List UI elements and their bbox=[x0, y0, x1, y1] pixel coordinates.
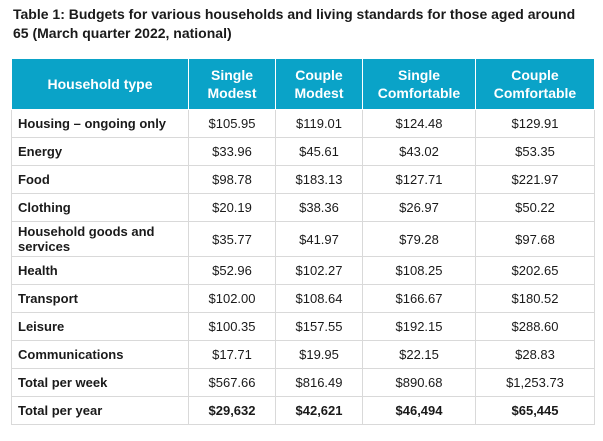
cell-value: $17.71 bbox=[188, 340, 276, 369]
cell-value: $202.65 bbox=[475, 256, 595, 285]
cell-value: $28.83 bbox=[475, 340, 595, 369]
cell-value: $105.95 bbox=[188, 109, 276, 138]
cell-value: $35.77 bbox=[188, 221, 276, 257]
table-row: Health $52.96 $102.27 $108.25 $202.65 bbox=[11, 256, 595, 285]
cell-value: $890.68 bbox=[362, 368, 476, 397]
row-label: Total per week bbox=[11, 368, 189, 397]
header-couple-modest: Couple Modest bbox=[275, 58, 363, 110]
cell-value: $288.60 bbox=[475, 312, 595, 341]
cell-value: $26.97 bbox=[362, 193, 476, 222]
table-row: Communications $17.71 $19.95 $22.15 $28.… bbox=[11, 340, 595, 369]
cell-value: $19.95 bbox=[275, 340, 363, 369]
budget-table: Household type Single Modest Couple Mode… bbox=[11, 58, 595, 425]
cell-value: $52.96 bbox=[188, 256, 276, 285]
cell-value: $127.71 bbox=[362, 165, 476, 194]
header-single-comfortable: Single Comfortable bbox=[362, 58, 476, 110]
row-label: Clothing bbox=[11, 193, 189, 222]
table-body: Housing – ongoing only $105.95 $119.01 $… bbox=[11, 109, 595, 425]
cell-value: $567.66 bbox=[188, 368, 276, 397]
row-label: Communications bbox=[11, 340, 189, 369]
cell-value: $42,621 bbox=[275, 396, 363, 425]
table-row: Transport $102.00 $108.64 $166.67 $180.5… bbox=[11, 284, 595, 313]
cell-value: $129.91 bbox=[475, 109, 595, 138]
cell-value: $192.15 bbox=[362, 312, 476, 341]
table-row: Energy $33.96 $45.61 $43.02 $53.35 bbox=[11, 137, 595, 166]
row-label: Transport bbox=[11, 284, 189, 313]
table-caption: Table 1: Budgets for various households … bbox=[13, 6, 576, 41]
header-household-type: Household type bbox=[11, 58, 189, 110]
cell-value: $43.02 bbox=[362, 137, 476, 166]
cell-value: $22.15 bbox=[362, 340, 476, 369]
cell-value: $65,445 bbox=[475, 396, 595, 425]
cell-value: $45.61 bbox=[275, 137, 363, 166]
cell-value: $50.22 bbox=[475, 193, 595, 222]
cell-value: $183.13 bbox=[275, 165, 363, 194]
table-row: Household goods and services $35.77 $41.… bbox=[11, 221, 595, 257]
cell-value: $180.52 bbox=[475, 284, 595, 313]
cell-value: $98.78 bbox=[188, 165, 276, 194]
table-row: Clothing $20.19 $38.36 $26.97 $50.22 bbox=[11, 193, 595, 222]
table-header: Household type Single Modest Couple Mode… bbox=[11, 58, 595, 110]
header-single-modest: Single Modest bbox=[188, 58, 276, 110]
header-couple-comfortable: Couple Comfortable bbox=[475, 58, 595, 110]
cell-value: $166.67 bbox=[362, 284, 476, 313]
row-label: Leisure bbox=[11, 312, 189, 341]
cell-value: $46,494 bbox=[362, 396, 476, 425]
cell-value: $41.97 bbox=[275, 221, 363, 257]
row-label: Energy bbox=[11, 137, 189, 166]
cell-value: $108.64 bbox=[275, 284, 363, 313]
cell-value: $20.19 bbox=[188, 193, 276, 222]
cell-value: $97.68 bbox=[475, 221, 595, 257]
cell-value: $79.28 bbox=[362, 221, 476, 257]
row-label: Total per year bbox=[11, 396, 189, 425]
header-row: Household type Single Modest Couple Mode… bbox=[11, 58, 595, 110]
table-row-total-year: Total per year $29,632 $42,621 $46,494 $… bbox=[11, 396, 595, 425]
table-row: Housing – ongoing only $105.95 $119.01 $… bbox=[11, 109, 595, 138]
cell-value: $221.97 bbox=[475, 165, 595, 194]
cell-value: $102.00 bbox=[188, 284, 276, 313]
cell-value: $816.49 bbox=[275, 368, 363, 397]
table-row: Food $98.78 $183.13 $127.71 $221.97 bbox=[11, 165, 595, 194]
cell-value: $38.36 bbox=[275, 193, 363, 222]
cell-value: $100.35 bbox=[188, 312, 276, 341]
cell-value: $53.35 bbox=[475, 137, 595, 166]
cell-value: $124.48 bbox=[362, 109, 476, 138]
cell-value: $119.01 bbox=[275, 109, 363, 138]
row-label: Health bbox=[11, 256, 189, 285]
table-row: Leisure $100.35 $157.55 $192.15 $288.60 bbox=[11, 312, 595, 341]
table-row-total-week: Total per week $567.66 $816.49 $890.68 $… bbox=[11, 368, 595, 397]
cell-value: $108.25 bbox=[362, 256, 476, 285]
row-label: Food bbox=[11, 165, 189, 194]
row-label: Housing – ongoing only bbox=[11, 109, 189, 138]
cell-value: $33.96 bbox=[188, 137, 276, 166]
cell-value: $157.55 bbox=[275, 312, 363, 341]
cell-value: $1,253.73 bbox=[475, 368, 595, 397]
cell-value: $29,632 bbox=[188, 396, 276, 425]
row-label: Household goods and services bbox=[11, 221, 189, 257]
cell-value: $102.27 bbox=[275, 256, 363, 285]
